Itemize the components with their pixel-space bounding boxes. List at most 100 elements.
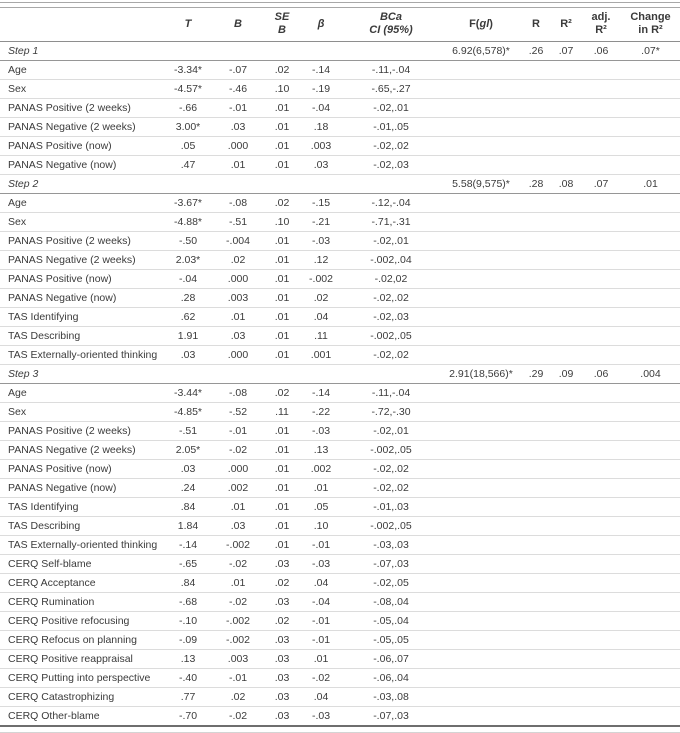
cell-se: .10: [263, 79, 301, 99]
cell-adjr2: [581, 136, 621, 156]
cell-se: .03: [263, 649, 301, 669]
cell-adjr2: [581, 630, 621, 650]
cell-r: [521, 630, 551, 650]
cell-r: [521, 345, 551, 365]
cell-t: .03: [163, 459, 213, 479]
cell-f: [441, 269, 521, 289]
predictor-row: TAS Identifying .84.01.01.05 -.01,.03: [0, 497, 680, 517]
cell-r2: [551, 535, 581, 555]
cell-adjr2: [581, 478, 621, 498]
predictor-row: CERQ Positive reappraisal .13.003.03.01 -.…: [0, 649, 680, 669]
cell-r2: [551, 212, 581, 232]
cell-ci: -.002,.05: [341, 516, 441, 536]
cell-se: .02: [263, 611, 301, 631]
cell-label: TAS Externally-oriented thinking: [0, 535, 163, 555]
cell-label: CERQ Positive refocusing: [0, 611, 163, 631]
cell-chg: [621, 326, 680, 346]
predictor-row: PANAS Negative (2 weeks) 3.00* .03.01.18 -.…: [0, 117, 680, 137]
cell-adjr2: [581, 516, 621, 536]
predictor-row: PANAS Positive (now) .03.000.01.002 -.02,.…: [0, 459, 680, 479]
predictor-row: TAS Externally-oriented thinking -.14 -.00…: [0, 535, 680, 555]
cell-label: PANAS Positive (2 weeks): [0, 231, 163, 251]
cell-f: [441, 136, 521, 156]
cell-chg: [621, 573, 680, 593]
cell-ci: -.71,-.31: [341, 212, 441, 232]
cell-chg: [621, 383, 680, 403]
cell-se: .02: [263, 193, 301, 213]
cell-chg: [621, 668, 680, 688]
cell-ci: -.11,-.04: [341, 60, 441, 80]
cell-chg: [621, 193, 680, 213]
cell-chg: [621, 402, 680, 422]
cell-adjr2: [581, 155, 621, 175]
cell-t: -.09: [163, 630, 213, 650]
cell-f: [441, 98, 521, 118]
cell-ci: -.02,.02: [341, 136, 441, 156]
cell-beta: -.14: [301, 383, 341, 403]
cell-beta: -.03: [301, 554, 341, 574]
cell-label: Age: [0, 60, 163, 80]
cell-f: [441, 573, 521, 593]
cell-chg: [621, 117, 680, 137]
cell-adjr2: [581, 554, 621, 574]
cell-beta: .01: [301, 478, 341, 498]
cell-t: -3.67*: [163, 193, 213, 213]
cell-r: [521, 478, 551, 498]
step-cell-b: [213, 41, 263, 61]
cell-se: .11: [263, 402, 301, 422]
cell-adjr2: [581, 288, 621, 308]
cell-label: TAS Externally-oriented thinking: [0, 345, 163, 365]
cell-f: [441, 250, 521, 270]
cell-chg: [621, 649, 680, 669]
cell-ci: -.07,.03: [341, 554, 441, 574]
cell-t: -4.88*: [163, 212, 213, 232]
cell-adjr2: [581, 326, 621, 346]
cell-ci: -.05,.05: [341, 630, 441, 650]
cell-b: .000: [213, 269, 263, 289]
header-ci: BCa CI (95%): [341, 8, 441, 42]
cell-adjr2: [581, 440, 621, 460]
cell-beta: .001: [301, 345, 341, 365]
cell-ci: -.002,.05: [341, 440, 441, 460]
cell-f: [441, 117, 521, 137]
predictor-row: TAS Externally-oriented thinking .03.000.…: [0, 345, 680, 365]
step-cell-f: 6.92(6,578)*: [441, 41, 521, 61]
cell-b: .01: [213, 497, 263, 517]
step-cell-b: [213, 364, 263, 384]
cell-r2: [551, 98, 581, 118]
cell-r: [521, 516, 551, 536]
cell-label: PANAS Positive (2 weeks): [0, 421, 163, 441]
cell-label: Sex: [0, 212, 163, 232]
cell-b: .01: [213, 307, 263, 327]
cell-beta: -.03: [301, 706, 341, 727]
cell-adjr2: [581, 231, 621, 251]
predictor-row: CERQ Catastrophizing .77.02.03.04 -.03,.08: [0, 687, 680, 707]
cell-t: -.51: [163, 421, 213, 441]
cell-se: .02: [263, 383, 301, 403]
cell-f: [441, 288, 521, 308]
cell-b: -.01: [213, 421, 263, 441]
cell-beta: -.01: [301, 535, 341, 555]
cell-label: Age: [0, 193, 163, 213]
cell-b: .01: [213, 155, 263, 175]
cell-adjr2: [581, 98, 621, 118]
cell-ci: -.02,.05: [341, 573, 441, 593]
cell-label: Sex: [0, 402, 163, 422]
cell-label: CERQ Other-blame: [0, 706, 163, 727]
cell-t: -3.44*: [163, 383, 213, 403]
cell-adjr2: [581, 649, 621, 669]
cell-r: [521, 193, 551, 213]
cell-ci: -.11,-.04: [341, 383, 441, 403]
cell-r2: [551, 611, 581, 631]
cell-r2: [551, 231, 581, 251]
cell-adjr2: [581, 592, 621, 612]
step-cell-ci: [341, 41, 441, 61]
cell-t: .03: [163, 345, 213, 365]
cell-se: .01: [263, 307, 301, 327]
cell-ci: -.03,.03: [341, 535, 441, 555]
cell-chg: [621, 687, 680, 707]
cell-r2: [551, 326, 581, 346]
cell-r2: [551, 345, 581, 365]
cell-chg: [621, 231, 680, 251]
cell-ci: -.02,.02: [341, 459, 441, 479]
